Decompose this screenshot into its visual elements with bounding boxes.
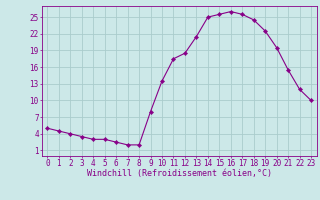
X-axis label: Windchill (Refroidissement éolien,°C): Windchill (Refroidissement éolien,°C) [87, 169, 272, 178]
